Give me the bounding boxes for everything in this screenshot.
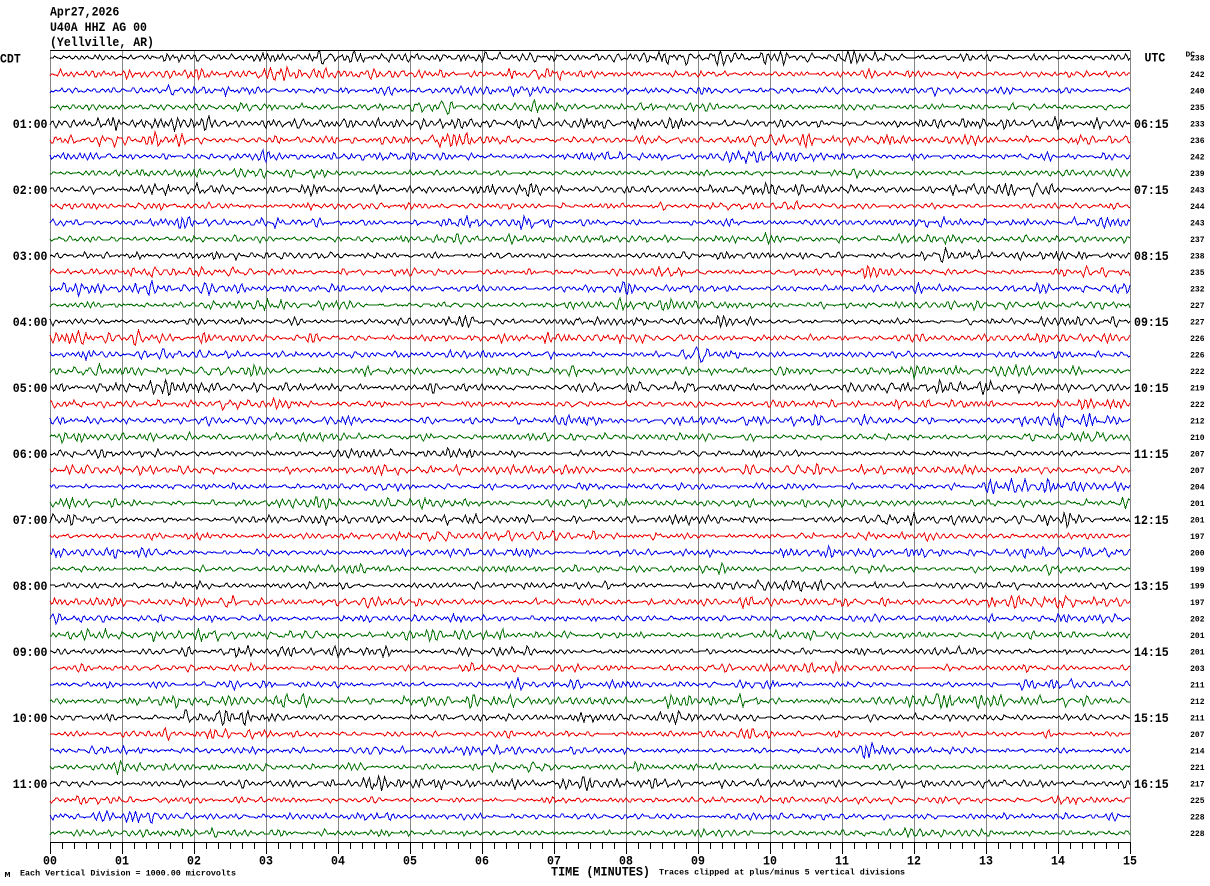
svg-text:197: 197	[1190, 533, 1205, 542]
svg-text:10:00: 10:00	[13, 711, 48, 726]
svg-text:207: 207	[1190, 467, 1205, 476]
svg-text:204: 204	[1190, 484, 1205, 493]
svg-text:12: 12	[907, 854, 921, 869]
svg-text:212: 212	[1190, 698, 1205, 707]
svg-text:233: 233	[1190, 121, 1205, 130]
svg-text:227: 227	[1190, 319, 1205, 328]
svg-text:09: 09	[691, 854, 705, 869]
svg-text:207: 207	[1190, 451, 1205, 460]
svg-text:242: 242	[1190, 154, 1205, 163]
svg-text:243: 243	[1190, 220, 1205, 229]
svg-text:227: 227	[1190, 302, 1205, 311]
svg-text:U40A HHZ AG 00: U40A HHZ AG 00	[50, 21, 147, 35]
svg-text:04: 04	[331, 854, 345, 869]
svg-text:210: 210	[1190, 434, 1205, 443]
svg-text:201: 201	[1190, 649, 1205, 658]
svg-text:06:00: 06:00	[13, 447, 48, 462]
svg-text:UTC: UTC	[1145, 52, 1166, 66]
svg-text:08:00: 08:00	[13, 579, 48, 594]
svg-text:16:15: 16:15	[1134, 777, 1169, 792]
svg-text:203: 203	[1190, 665, 1205, 674]
svg-text:197: 197	[1190, 599, 1205, 608]
svg-text:11: 11	[835, 854, 849, 869]
svg-text:07:00: 07:00	[13, 513, 48, 528]
svg-text:08:15: 08:15	[1134, 249, 1169, 264]
svg-text:199: 199	[1190, 583, 1205, 592]
svg-text:10: 10	[763, 854, 777, 869]
svg-text:06:15: 06:15	[1134, 117, 1169, 132]
svg-text:05: 05	[403, 854, 417, 869]
svg-text:201: 201	[1190, 517, 1205, 526]
svg-text:236: 236	[1190, 137, 1205, 146]
svg-text:00: 00	[43, 854, 57, 869]
svg-text:235: 235	[1190, 269, 1205, 278]
svg-text:235: 235	[1190, 104, 1205, 113]
svg-text:219: 219	[1190, 385, 1205, 394]
svg-text:08: 08	[619, 854, 633, 869]
svg-text:232: 232	[1190, 286, 1205, 295]
svg-text:212: 212	[1190, 418, 1205, 427]
svg-text:238: 238	[1190, 253, 1205, 262]
svg-text:11:15: 11:15	[1134, 447, 1169, 462]
svg-text:DC: DC	[1186, 52, 1196, 60]
svg-text:226: 226	[1190, 335, 1205, 344]
svg-text:07:15: 07:15	[1134, 183, 1169, 198]
svg-text:Each Vertical Division = 1000.: Each Vertical Division = 1000.00 microvo…	[20, 869, 236, 879]
svg-text:14:15: 14:15	[1134, 645, 1169, 660]
svg-text:12:15: 12:15	[1134, 513, 1169, 528]
svg-text:238: 238	[1190, 55, 1205, 64]
svg-text:222: 222	[1190, 368, 1205, 377]
svg-text:13: 13	[979, 854, 993, 869]
svg-text:237: 237	[1190, 236, 1205, 245]
svg-text:200: 200	[1190, 550, 1205, 559]
svg-text:211: 211	[1190, 682, 1205, 691]
svg-text:07: 07	[547, 854, 561, 869]
svg-text:13:15: 13:15	[1134, 579, 1169, 594]
svg-text:201: 201	[1190, 500, 1205, 509]
svg-text:228: 228	[1190, 814, 1205, 823]
svg-text:214: 214	[1190, 748, 1205, 757]
svg-text:240: 240	[1190, 88, 1205, 97]
svg-text:09:00: 09:00	[13, 645, 48, 660]
svg-text:15: 15	[1123, 854, 1137, 869]
svg-text:Traces clipped at plus/minus 5: Traces clipped at plus/minus 5 vertical …	[659, 868, 905, 878]
svg-text:01:00: 01:00	[13, 117, 48, 132]
svg-text:11:00: 11:00	[13, 777, 48, 792]
svg-text:14: 14	[1051, 854, 1065, 869]
svg-text:222: 222	[1190, 401, 1205, 410]
svg-text:242: 242	[1190, 71, 1205, 80]
svg-text:09:15: 09:15	[1134, 315, 1169, 330]
svg-text:M: M	[5, 872, 11, 880]
svg-text:Apr27,2026: Apr27,2026	[50, 6, 119, 20]
svg-text:244: 244	[1190, 203, 1205, 212]
svg-text:03:00: 03:00	[13, 249, 48, 264]
svg-text:02:00: 02:00	[13, 183, 48, 198]
svg-text:04:00: 04:00	[13, 315, 48, 330]
svg-text:207: 207	[1190, 731, 1205, 740]
svg-text:226: 226	[1190, 352, 1205, 361]
svg-text:15:15: 15:15	[1134, 711, 1169, 726]
svg-text:228: 228	[1190, 830, 1205, 839]
svg-text:217: 217	[1190, 781, 1205, 790]
svg-text:239: 239	[1190, 170, 1205, 179]
svg-text:202: 202	[1190, 616, 1205, 625]
svg-text:10:15: 10:15	[1134, 381, 1169, 396]
svg-text:201: 201	[1190, 632, 1205, 641]
svg-text:05:00: 05:00	[13, 381, 48, 396]
svg-text:225: 225	[1190, 797, 1205, 806]
svg-text:243: 243	[1190, 187, 1205, 196]
svg-text:03: 03	[259, 854, 273, 869]
svg-text:02: 02	[187, 854, 201, 869]
svg-text:221: 221	[1190, 764, 1205, 773]
svg-text:01: 01	[115, 854, 129, 869]
svg-text:199: 199	[1190, 566, 1205, 575]
svg-text:TIME (MINUTES): TIME (MINUTES)	[551, 865, 650, 880]
svg-text:211: 211	[1190, 715, 1205, 724]
svg-text:06: 06	[475, 854, 489, 869]
svg-text:CDT: CDT	[0, 53, 21, 67]
svg-text:(Yellville, AR): (Yellville, AR)	[50, 36, 154, 50]
